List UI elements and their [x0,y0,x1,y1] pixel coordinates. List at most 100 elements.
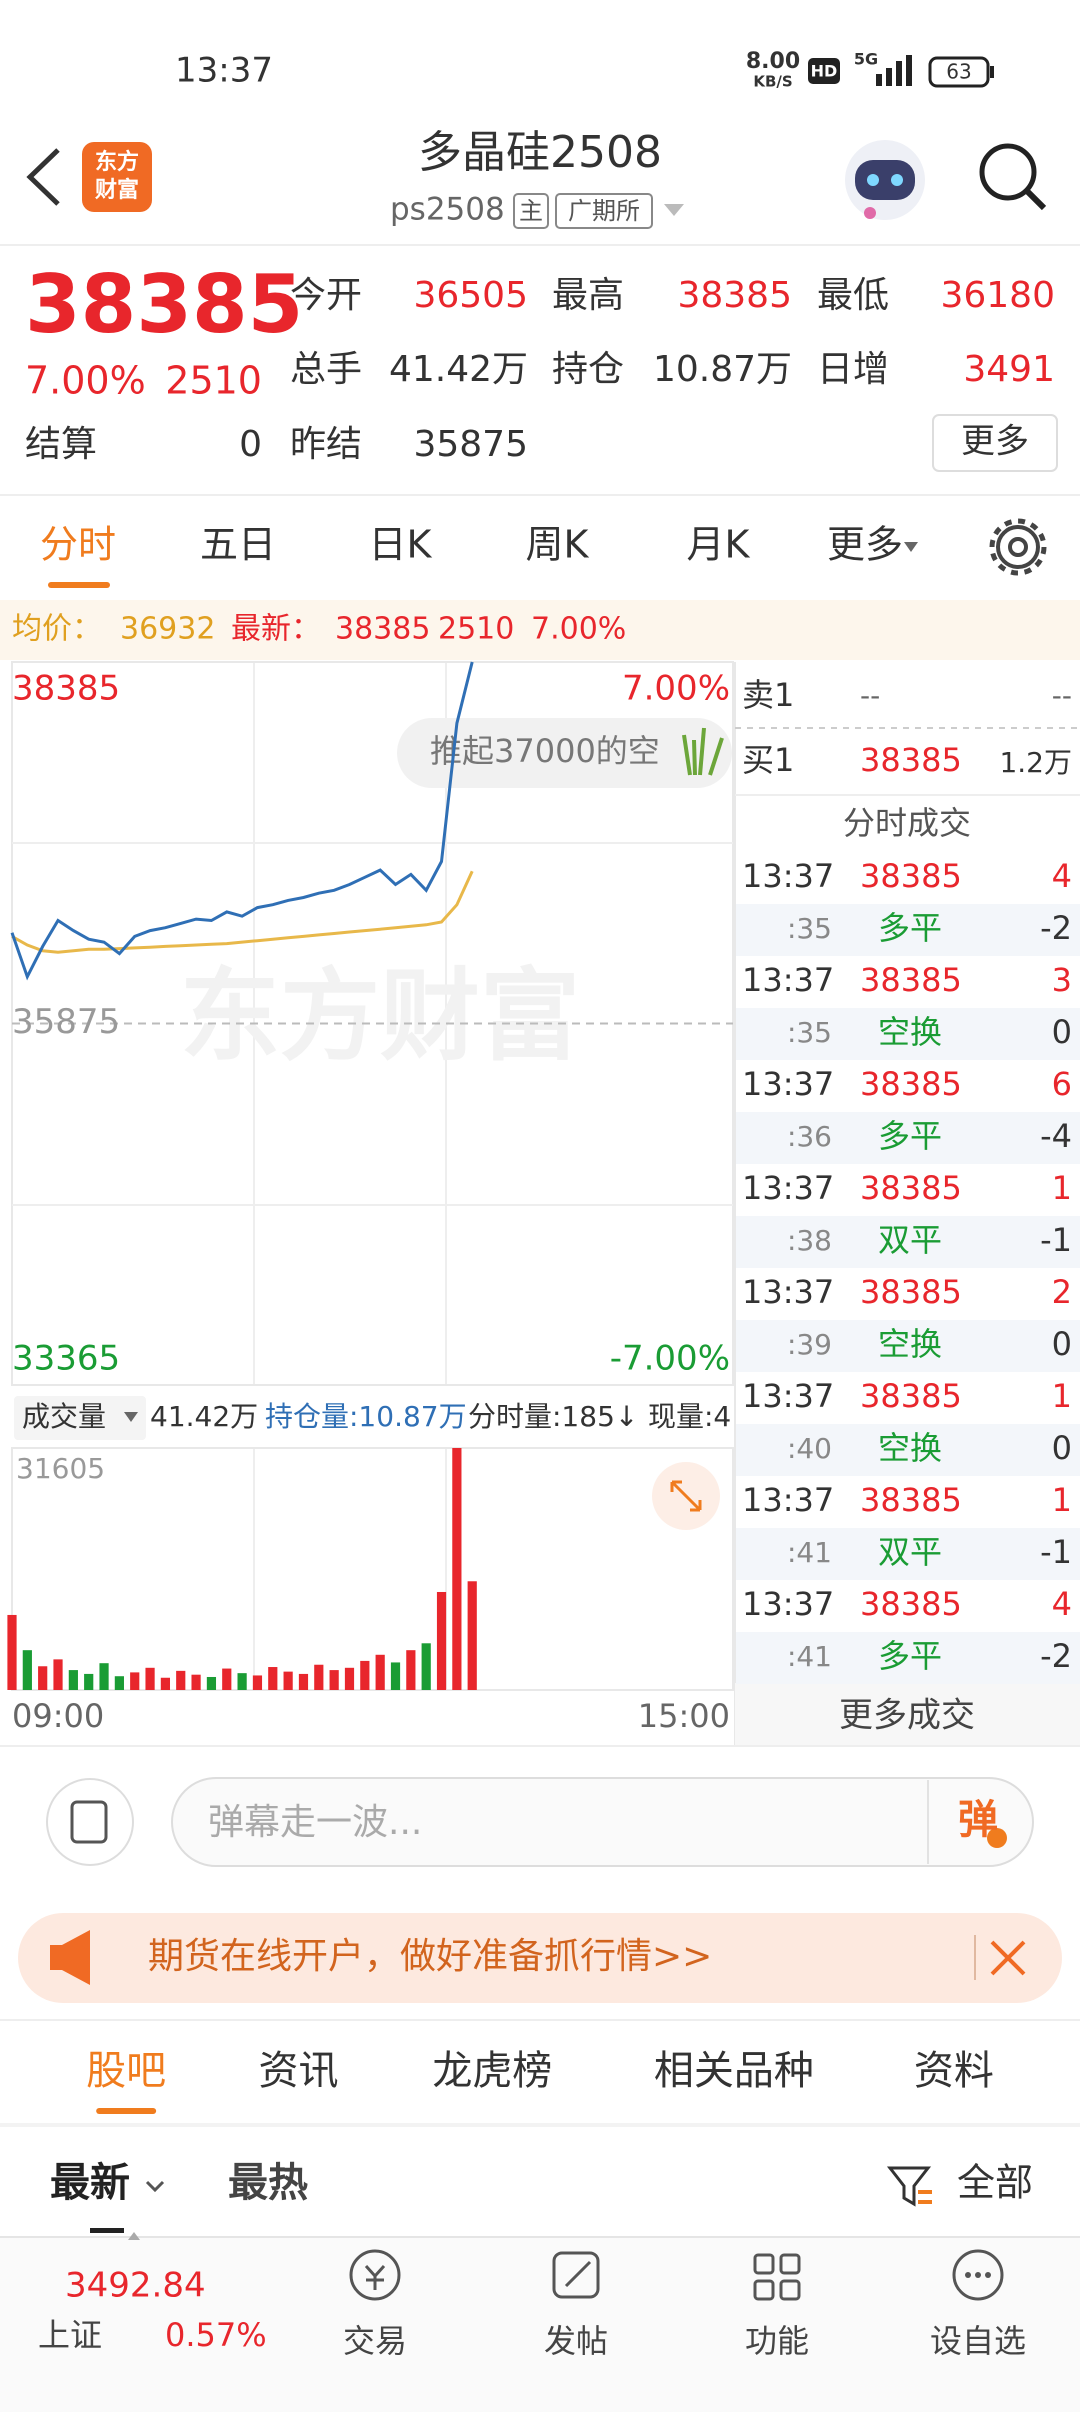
section-tab[interactable]: 龙虎榜 [432,2048,552,2094]
tab[interactable]: 五日 [200,523,276,567]
trade-time: 13:37 [742,1377,834,1415]
trade-volume: 2 [1052,1273,1072,1311]
banner[interactable] [18,1913,1062,2003]
sort-option[interactable]: 最热 [228,2160,308,2206]
trade-volume: 4 [1052,1585,1072,1623]
field-label: 最低 [817,275,889,316]
field-label: 持仓 [552,349,624,390]
trade-oi: -2 [1040,909,1072,947]
comment-input[interactable] [171,1777,1034,1867]
trade-row-bg [736,1008,1080,1060]
trade-kind: 双平 [878,1221,942,1259]
field-label: 日增 [817,349,889,390]
annotation-bubble[interactable] [397,718,732,788]
sort-option[interactable]: 最新 [50,2160,130,2206]
sort-indicator [90,2228,124,2233]
robot-icon[interactable] [845,140,925,220]
megaphone-icon [50,1930,90,1985]
filter-icon[interactable] [886,2166,932,2207]
button-badge [987,1828,1007,1848]
trade-time: 13:37 [742,1169,834,1207]
nav-item[interactable]: 功能 [745,2322,809,2360]
more-trades-button[interactable] [735,1683,1080,1745]
tab[interactable]: 日K [369,523,433,567]
field-label: 总手 [290,349,362,390]
nav-item[interactable]: 交易 [343,2322,407,2360]
trade-row-bg [736,1320,1080,1372]
volume-bar [329,1670,339,1690]
y-tick-label: 35875 [12,1002,120,1042]
volume-bar [114,1676,124,1690]
trade-second: :41 [787,1536,832,1569]
logo-text: 东方 [95,149,139,175]
volume-bar [99,1663,109,1690]
trade-second: :40 [787,1432,832,1465]
volume-bar [191,1674,201,1690]
more-button[interactable] [932,414,1058,472]
volume-bar [467,1581,477,1690]
tab[interactable]: 更多 [827,523,903,567]
tab[interactable]: 周K [526,523,590,567]
trade-volume: 6 [1052,1065,1072,1103]
volume-bar [360,1660,370,1690]
hd-text: HD [811,62,838,81]
trade-kind: 双平 [878,1533,942,1571]
trade-second: :41 [787,1640,832,1673]
section-tab[interactable]: 相关品种 [654,2048,814,2094]
bottom-nav [0,2237,1080,2412]
volume-bar [268,1667,278,1690]
more-label: 更多 [961,422,1029,462]
trade-price: 38385 [860,1169,962,1207]
net-speed-unit: KB/S [753,73,792,91]
field-label: 今开 [290,275,362,316]
more-dots [965,2272,991,2278]
dropdown-arrow[interactable] [664,204,684,216]
field-value: 35875 [413,424,528,465]
volume-bar [314,1664,324,1690]
trade-time: 13:37 [742,1273,834,1311]
section-tab[interactable]: 资讯 [258,2048,338,2094]
tab[interactable]: 月K [687,523,751,567]
comment-placeholder: 弹幕走一波... [208,1802,422,1843]
section-tab[interactable]: 股吧 [86,2048,166,2094]
volume-bar [375,1654,385,1690]
latest-change: 2510 [438,612,514,647]
more-trades: 更多成交 [839,1696,975,1736]
volume-select[interactable] [14,1396,146,1440]
settings-icon[interactable] [989,518,1047,576]
danmaku-button[interactable]: 弹 [958,1797,998,1843]
tab[interactable]: 分时 [40,523,116,567]
banner-close[interactable] [990,1940,1026,1976]
section-tab-indicator [96,2108,157,2114]
trade-time: 13:37 [742,857,834,895]
field-value: 0 [239,424,262,465]
back-button[interactable] [26,148,60,206]
filter-mark [918,2190,932,2194]
trade-time: 13:37 [742,1065,834,1103]
nav-item[interactable]: 设自选 [930,2322,1026,2360]
y2-tick-label: -7.00% [610,1339,730,1379]
trade-volume: 3 [1052,961,1072,999]
filter-label[interactable]: 全部 [957,2161,1033,2205]
annotation[interactable]: 推起37000的空 [430,732,660,770]
danmaku-toggle[interactable] [46,1778,134,1866]
bid-volume: 1.2万 [999,746,1072,779]
volume-bar [84,1673,94,1690]
trade-kind: 空换 [878,1013,942,1051]
volume-bar [436,1591,447,1690]
trade-price: 38385 [860,1065,962,1103]
volume-bar [38,1666,48,1690]
current-volume: 现量:4 [648,1400,731,1433]
trade-kind: 多平 [878,1117,942,1155]
trade-oi: -1 [1040,1221,1072,1259]
code: ps2508 [390,192,505,228]
trade-row-bg [736,1528,1080,1580]
trade-second: :36 [787,1120,832,1153]
change-pct: 7.00% [25,359,146,403]
trade-oi: 0 [1052,1325,1072,1363]
trade-kind: 多平 [878,1637,942,1675]
search-button[interactable] [979,143,1037,201]
trade-price: 38385 [860,1481,962,1519]
section-tab[interactable]: 资料 [914,2048,994,2094]
nav-item[interactable]: 发帖 [544,2322,608,2360]
